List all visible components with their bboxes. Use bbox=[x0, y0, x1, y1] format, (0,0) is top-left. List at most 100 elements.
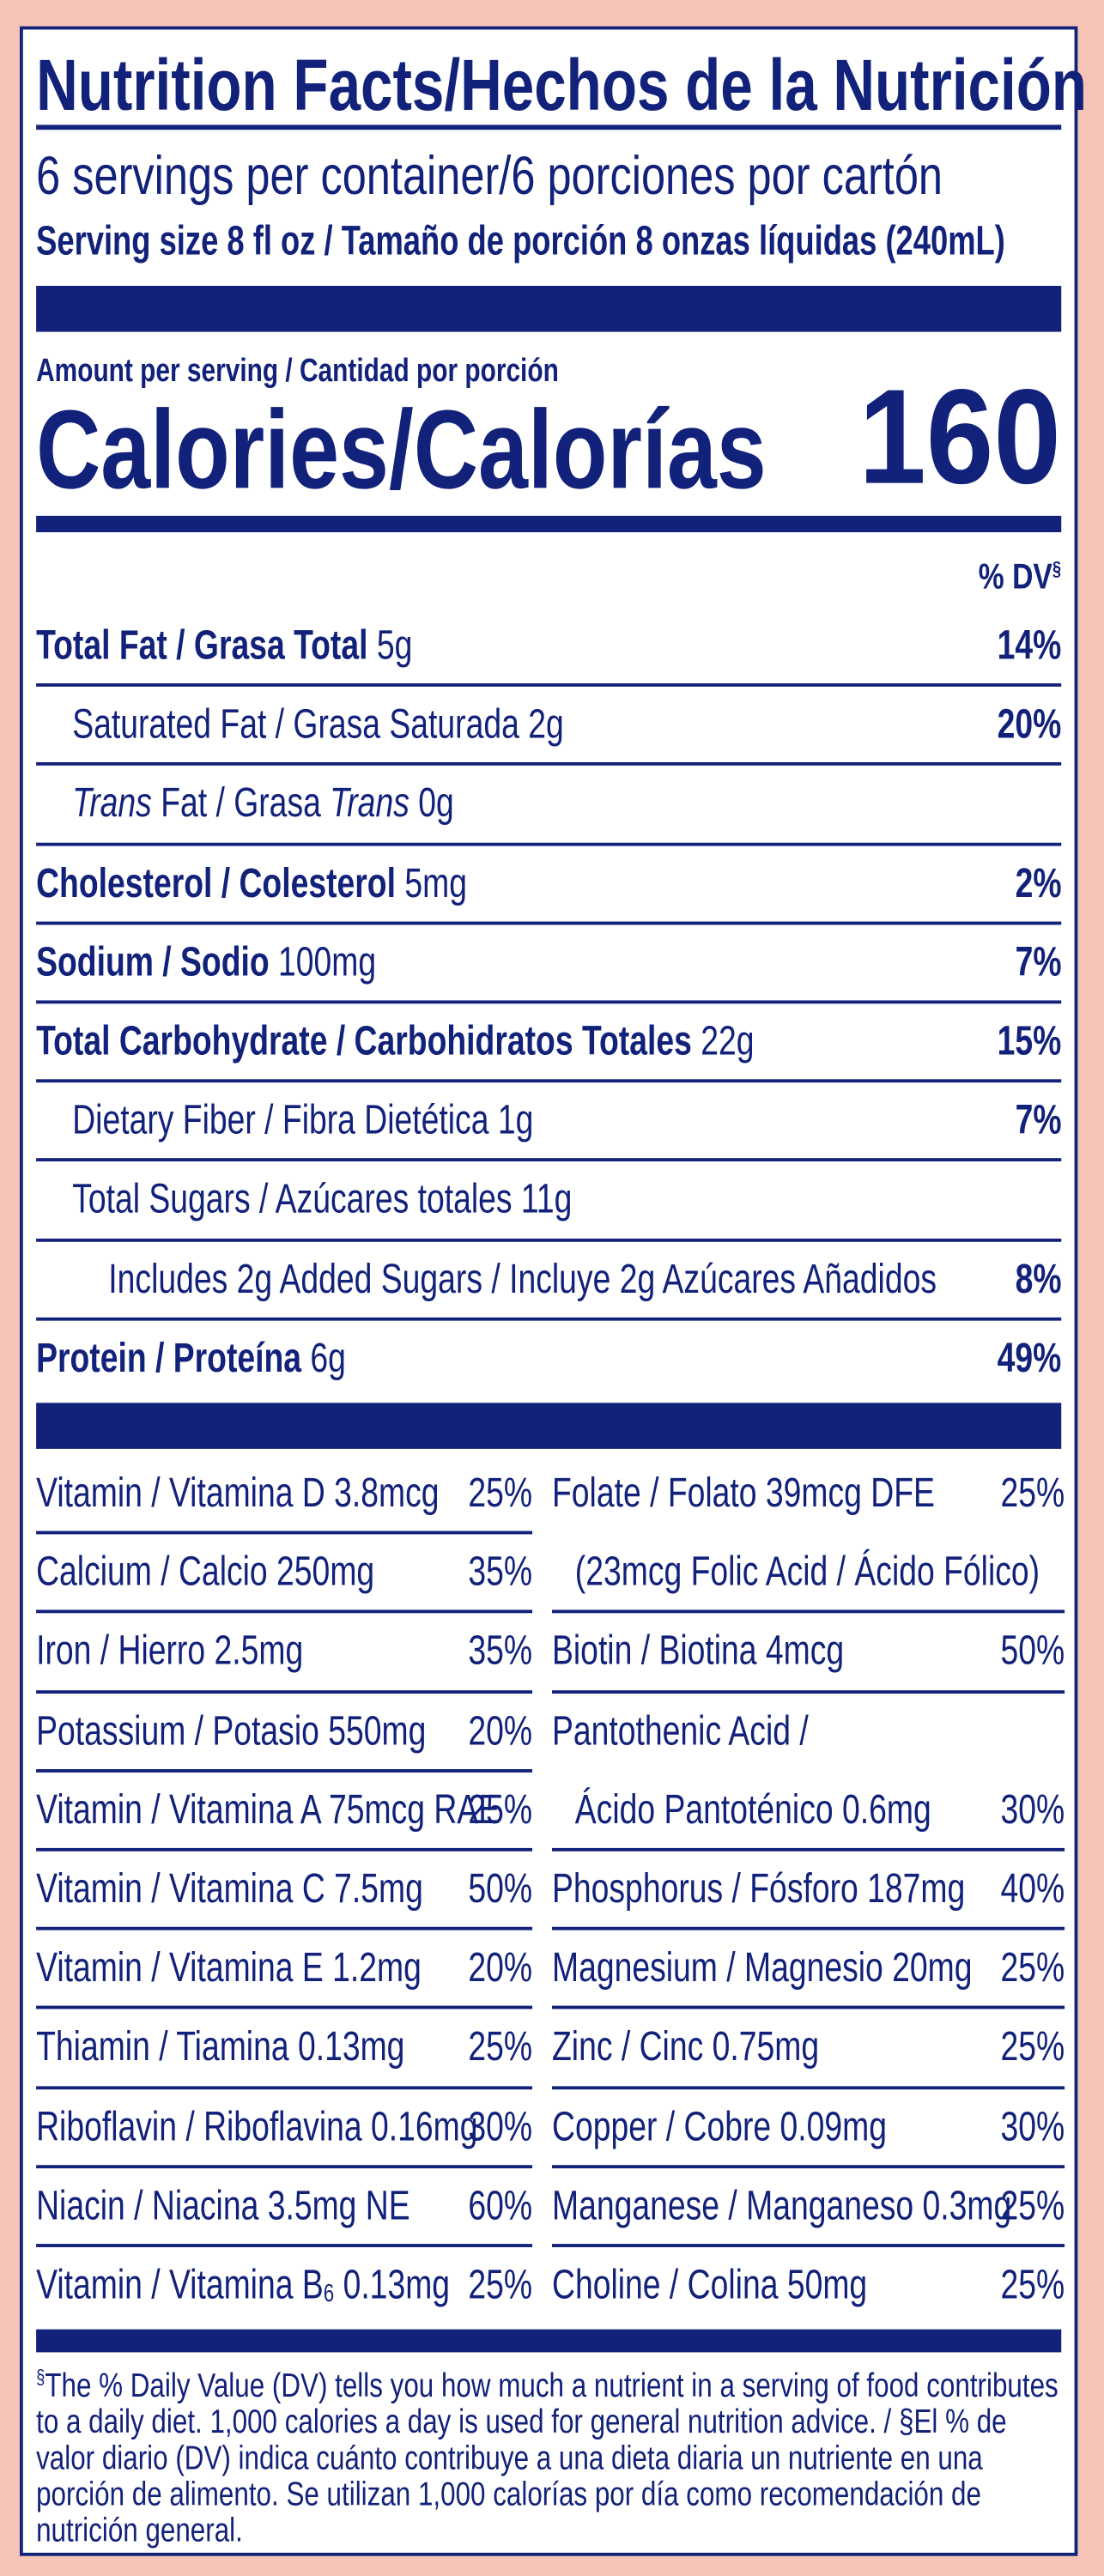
label-part: Niacin / Niacina 3.5mg NE bbox=[36, 2182, 410, 2229]
daily-value: 40% bbox=[1000, 1865, 1065, 1912]
label-part: Thiamin / Tiamina 0.13mg bbox=[36, 2024, 405, 2071]
thick-rule bbox=[36, 1403, 1062, 1449]
row-label: Choline / Colina 50mg bbox=[552, 2247, 867, 2323]
row-label: Trans Fat / Grasa Trans 0g bbox=[72, 767, 454, 842]
vitamin-row: Iron / Hierro 2.5mg 35% bbox=[36, 1610, 533, 1689]
nutrition-panel: Nutrition Facts/Hechos de la Nutrición 6… bbox=[19, 26, 1087, 2556]
label-part: Calcium / Calcio 250mg bbox=[36, 1549, 375, 1596]
label-part: Copper / Cobre 0.09mg bbox=[552, 2103, 887, 2150]
label-part: Vitamin / Vitamina E 1.2mg bbox=[36, 1945, 422, 1991]
nutrient-row: Includes 2g Added Sugars / Incluye 2g Az… bbox=[36, 1238, 1061, 1317]
vitamin-row: Biotin / Biotina 4mcg 50% bbox=[552, 1610, 1065, 1689]
vitamin-row: Phosphorus / Fósforo 187mg 40% bbox=[552, 1847, 1065, 1927]
row-label: Total Sugars / Azúcares totales 11g bbox=[72, 1162, 572, 1238]
daily-value: 30% bbox=[1000, 1786, 1065, 1834]
label-part: Total Fat / Grasa Total bbox=[36, 622, 368, 669]
serving-size: Serving size 8 fl oz / Tamaño de porción… bbox=[36, 218, 1005, 265]
label-part: Trans bbox=[330, 780, 409, 827]
daily-value: 50% bbox=[468, 1865, 533, 1912]
thick-rule bbox=[36, 515, 1062, 533]
vitamin-row: Thiamin / Tiamina 0.13mg 25% bbox=[36, 2006, 533, 2085]
nutrient-row: Total Carbohydrate / Carbohidratos Total… bbox=[36, 1000, 1061, 1079]
daily-value: 2% bbox=[1015, 860, 1062, 906]
label-part: Potassium / Potasio 550mg bbox=[36, 1707, 427, 1755]
vitamin-row: Calcium / Calcio 250mg 35% bbox=[36, 1530, 533, 1610]
row-label: Protein / Proteína 6g bbox=[36, 1320, 346, 1396]
row-label: Magnesium / Magnesio 20mg bbox=[552, 1930, 973, 2006]
label-part: Vitamin / Vitamina C 7.5mg bbox=[36, 1865, 423, 1912]
daily-value: 25% bbox=[1000, 2024, 1065, 2071]
label-part: Saturated Fat / Grasa Saturada 2g bbox=[72, 701, 564, 749]
vitamin-row: (23mcg Folic Acid / Ácido Fólico) bbox=[552, 1531, 1065, 1610]
vitamin-row: Riboflavin / Riboflavina 0.16mg 30% bbox=[36, 2085, 533, 2165]
label-part: Dietary Fiber / Fibra Dietética 1g bbox=[72, 1097, 534, 1144]
label-part: Folate / Folato 39mcg DFE bbox=[552, 1470, 935, 1517]
label-part: Fat / Grasa bbox=[151, 780, 331, 827]
row-label: Iron / Hierro 2.5mg bbox=[36, 1614, 303, 1689]
row-label: Total Carbohydrate / Carbohidratos Total… bbox=[36, 1003, 754, 1079]
label-part: Total Carbohydrate / Carbohidratos Total… bbox=[36, 1018, 692, 1065]
label-part: Total Sugars / Azúcares totales 11g bbox=[72, 1176, 573, 1223]
footnote: §The % Daily Value (DV) tells you how mu… bbox=[36, 2359, 1068, 2549]
dv-header: % DV§ bbox=[979, 545, 1061, 600]
row-label: Dietary Fiber / Fibra Dietética 1g bbox=[72, 1082, 533, 1158]
daily-value: 49% bbox=[997, 1335, 1062, 1382]
label-part: 100mg bbox=[269, 939, 377, 985]
vitamin-row: Magnesium / Magnesio 20mg 25% bbox=[552, 1927, 1065, 2006]
label-part: 0g bbox=[409, 780, 454, 827]
vitamin-row: Vitamin / Vitamina C 7.5mg 50% bbox=[36, 1847, 533, 1927]
label-part: 6g bbox=[301, 1335, 346, 1382]
label-part: Vitamin / Vitamina B bbox=[36, 2262, 324, 2308]
row-label: Vitamin / Vitamina B6 0.13mg bbox=[36, 2247, 450, 2323]
rule bbox=[36, 124, 1062, 130]
daily-value: 14% bbox=[997, 622, 1062, 669]
vitamin-row: Potassium / Potasio 550mg 20% bbox=[36, 1689, 533, 1768]
label-part: 22g bbox=[691, 1018, 755, 1065]
label-part: Choline / Colina 50mg bbox=[552, 2262, 868, 2308]
daily-value: 7% bbox=[1015, 1097, 1062, 1144]
calories-value: 160 bbox=[858, 362, 1062, 513]
nutrient-row: Trans Fat / Grasa Trans 0g bbox=[36, 762, 1062, 842]
daily-value: 35% bbox=[468, 1628, 533, 1675]
row-label: Thiamin / Tiamina 0.13mg bbox=[36, 2009, 404, 2085]
nutrient-row: Dietary Fiber / Fibra Dietética 1g 7% bbox=[36, 1079, 1062, 1159]
row-label: Cholesterol / Colesterol 5mg bbox=[36, 846, 467, 921]
vitamin-row: Folate / Folato 39mcg DFE 25% bbox=[552, 1452, 1065, 1531]
vitamin-row: Vitamin / Vitamina B6 0.13mg 25% bbox=[36, 2244, 533, 2323]
vitamin-row: Manganese / Manganeso 0.3mg 25% bbox=[552, 2164, 1065, 2244]
footnote-text: The % Daily Value (DV) tells you how muc… bbox=[36, 2367, 1059, 2549]
vitamin-row: Ácido Pantoténico 0.6mg 30% bbox=[552, 1769, 1065, 1848]
vitamin-row: Niacin / Niacina 3.5mg NE 60% bbox=[36, 2164, 533, 2244]
row-label: Niacin / Niacina 3.5mg NE bbox=[36, 2168, 410, 2244]
row-label: Ácido Pantoténico 0.6mg bbox=[575, 1772, 931, 1847]
thick-rule bbox=[36, 285, 1062, 332]
daily-value: 25% bbox=[468, 2262, 533, 2308]
label-part: Sodium / Sodio bbox=[36, 939, 270, 985]
amount-label: Amount per serving / Cantidad por porció… bbox=[36, 353, 559, 390]
nutrient-row: Cholesterol / Colesterol 5mg 2% bbox=[36, 841, 1062, 921]
nutrient-row: Sodium / Sodio 100mg 7% bbox=[36, 921, 1061, 1000]
vitamin-row: Vitamin / Vitamina A 75mcg RAE 25% bbox=[36, 1768, 533, 1848]
row-label: Vitamin / Vitamina C 7.5mg bbox=[36, 1852, 423, 1927]
daily-value: 25% bbox=[1000, 1470, 1065, 1517]
daily-value: 50% bbox=[1000, 1628, 1065, 1675]
row-label: Sodium / Sodio 100mg bbox=[36, 924, 376, 1000]
footnote-mark: § bbox=[36, 2365, 45, 2389]
label-part: 5mg bbox=[395, 860, 467, 906]
row-label: Vitamin / Vitamina E 1.2mg bbox=[36, 1930, 422, 2006]
daily-value: 30% bbox=[468, 2103, 533, 2150]
row-label: Folate / Folato 39mcg DFE bbox=[552, 1456, 935, 1531]
row-label: Includes 2g Added Sugars / Incluye 2g Az… bbox=[108, 1241, 937, 1317]
label-part: Iron / Hierro 2.5mg bbox=[36, 1628, 304, 1675]
row-label: Potassium / Potasio 550mg bbox=[36, 1693, 426, 1768]
label-part: 5g bbox=[367, 622, 413, 669]
vitamin-row: Vitamin / Vitamina E 1.2mg 20% bbox=[36, 1927, 533, 2006]
nutrient-row: Total Sugars / Azúcares totales 11g bbox=[36, 1158, 1062, 1238]
row-label: Total Fat / Grasa Total 5g bbox=[36, 608, 412, 683]
daily-value: 20% bbox=[997, 701, 1062, 749]
nutrient-row: Total Fat / Grasa Total 5g 14% bbox=[36, 604, 1061, 683]
daily-value: 20% bbox=[468, 1707, 533, 1755]
row-label: Biotin / Biotina 4mcg bbox=[552, 1614, 844, 1689]
daily-value: 7% bbox=[1015, 939, 1062, 985]
